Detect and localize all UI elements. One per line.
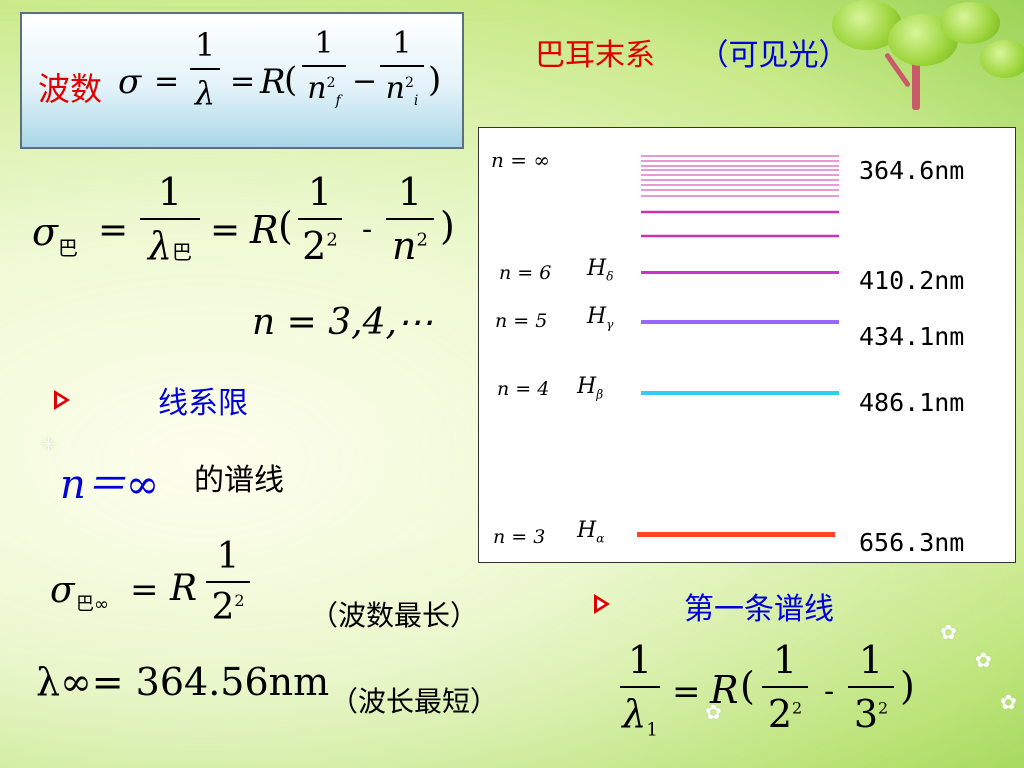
wavelength-shortest-note: （波长最短） [330,685,499,718]
limit-wavelength: 364.6nm [859,156,965,185]
rydberg-constant: R [170,568,198,609]
h-gamma-label: Hγ [587,304,614,332]
flower-icon: ✿ [1000,690,1017,714]
sigma-symbol: σ [118,62,142,102]
paren-close: ) [440,204,455,248]
line-h-beta [641,391,839,395]
decor-stripe [0,6,520,9]
subscript-ba-inf: 巴∞ [76,594,109,615]
n-infinity: n＝∞ [60,462,160,508]
term-two-squared: 1 22 [298,170,342,268]
wavelength-h-beta: 486.1nm [859,388,965,417]
n-infinity-label: n = ∞ [491,148,551,172]
line-h-gamma [641,320,839,324]
subscript-ba: 巴 [58,236,78,260]
equals-sign: = [130,570,159,610]
first-line-heading: 第一条谱线 [684,592,834,627]
term-nf: 1 n2f [302,26,346,109]
visible-light-note: （可见光） [698,38,849,73]
equals-sign: = [210,210,241,251]
wavenumber-longest-note: （波数最长） [310,599,479,632]
series-name: 巴耳末系 [535,38,655,73]
term-ni: 1 n2i [380,26,424,109]
paren-close: ) [900,664,915,708]
sigma-symbol: σ [32,210,58,254]
bullet-arrow-icon [594,594,610,614]
lambda-infinity-value: λ∞= 364.56nm [36,660,330,704]
equals-sign: = [230,64,256,99]
equals-sign: = [154,64,180,99]
reciprocal-lambda-ba: 1 λ巴 [140,170,200,268]
rydberg-constant: R [260,62,286,102]
line-h-delta [641,271,839,274]
equals-sign: = [672,672,701,712]
tree-canopy [980,40,1024,78]
minus-sign: − [352,64,378,99]
term-two-squared: 1 22 [206,536,250,628]
spectral-line-text: 的谱线 [194,463,284,498]
minus-sign: - [362,212,373,247]
tree-canopy [940,2,1000,44]
sparkle-icon: ✳ [40,432,57,456]
line-h-alpha [637,532,835,537]
wavenumber-label: 波数 [38,70,103,108]
bullet-arrow-icon [54,390,70,410]
paren-close: ) [428,60,442,100]
rydberg-constant: R [710,668,739,712]
tree-trunk [912,40,920,110]
wavelength-h-alpha: 656.3nm [859,528,965,557]
series-limit-heading: 线系限 [158,386,248,421]
level-label-n3: n = 3 [493,526,546,548]
wavelength-h-gamma: 434.1nm [859,322,965,351]
level-label-n6: n = 6 [499,262,552,284]
equals-sign: = [98,210,129,251]
page-title: 巴耳末系 （可见光） [535,30,849,74]
h-beta-label: Hβ [577,374,604,402]
rydberg-constant: R [250,208,279,252]
n-values: n = 3,4,⋯ [252,302,433,343]
h-delta-label: Hδ [587,256,614,284]
minus-sign: - [824,674,835,709]
h-alpha-label: Hα [577,518,605,546]
paren-open: ( [740,664,755,708]
flower-icon: ✿ [975,648,992,672]
term-n-squared: 1 n2 [386,170,434,268]
level-label-n4: n = 4 [497,378,550,400]
sigma-symbol: σ [50,570,75,611]
term-three-squared: 1 32 [848,638,894,736]
paren-open: ( [284,60,298,100]
wavelength-h-delta: 410.2nm [859,266,965,295]
flower-icon: ✿ [940,620,957,644]
limit-lines [641,155,839,238]
term-two-squared: 1 22 [762,638,808,736]
paren-open: ( [278,204,293,248]
balmer-energy-diagram: n = ∞ 364.6nm n = 6 Hδ 410.2nm n = 5 Hγ … [478,127,1016,563]
level-label-n5: n = 5 [495,310,548,332]
flower-icon: ✿ [705,700,722,724]
reciprocal-lambda-one: 1 λ1 [620,638,660,741]
